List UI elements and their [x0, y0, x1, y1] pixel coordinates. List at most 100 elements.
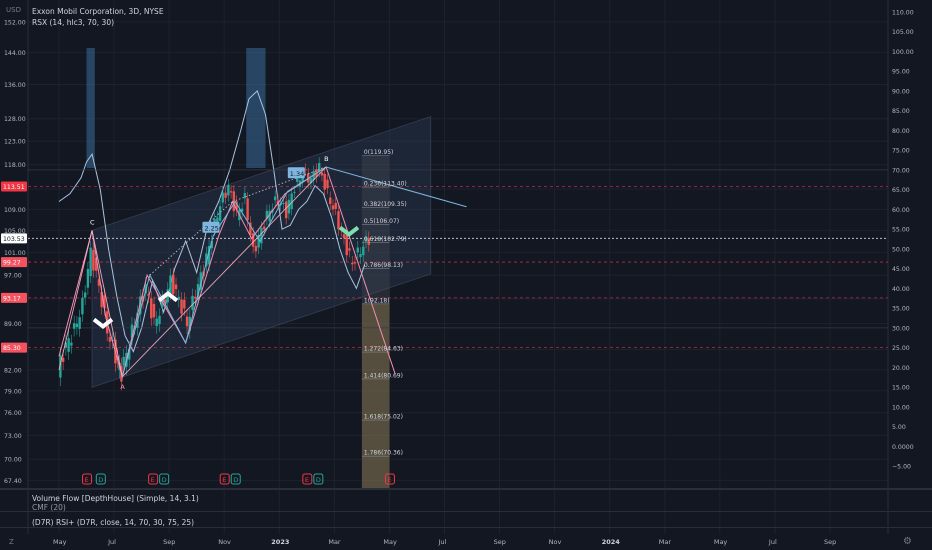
candle-body	[246, 198, 249, 221]
cmf-pane-label[interactable]: CMF (20)	[32, 503, 66, 512]
candle-body	[89, 247, 92, 277]
x-axis-tick-label: Nov	[549, 538, 562, 546]
candle-body	[185, 316, 189, 327]
candle-body	[122, 356, 125, 366]
candle-body	[210, 241, 214, 249]
candle-body	[243, 193, 247, 199]
ratio-label-box	[287, 167, 305, 179]
candle-body	[282, 202, 285, 204]
timezone-icon[interactable]: Z	[9, 538, 14, 546]
ratio-connector	[149, 201, 233, 276]
right-axis-tick-label: 65.00	[892, 187, 910, 194]
price-badge	[1, 233, 27, 244]
price-badge	[1, 181, 27, 192]
left-axis-tick-label: 109.00	[4, 207, 26, 214]
candle-body	[108, 337, 112, 342]
pattern-point-label: A	[120, 383, 125, 391]
left-axis-tick-label: 123.00	[4, 139, 26, 146]
candle-body	[251, 233, 255, 247]
candle-body	[205, 253, 208, 267]
fib-zone-lower	[361, 303, 390, 488]
left-axis-tick-label: 76.00	[4, 410, 22, 417]
right-axis-tick-label: 60.00	[892, 207, 910, 214]
earnings-marker-label: E	[151, 476, 155, 484]
pane-separator	[0, 511, 932, 512]
candle-body	[183, 299, 186, 309]
right-axis-tick-label: 75.00	[892, 148, 910, 155]
candle-body	[177, 296, 180, 300]
pattern-point-label: B	[324, 155, 328, 163]
x-axis-tick-label: 2023	[271, 538, 289, 546]
gear-icon[interactable]: ⚙	[903, 536, 912, 547]
candle-body	[329, 197, 332, 205]
candle-body	[359, 253, 362, 258]
candle-body	[169, 275, 172, 293]
price-badge-label: 85.30	[3, 345, 21, 352]
candle-body	[227, 184, 230, 196]
candle-body	[78, 317, 81, 329]
candle-body	[293, 191, 296, 193]
x-axis-tick-label: 2024	[602, 538, 621, 546]
candle-body	[353, 262, 357, 264]
candle-body	[147, 294, 150, 296]
right-axis-tick-label: 5.00	[892, 424, 906, 431]
candle-body	[196, 284, 200, 298]
fib-level-label: 0.786(98.13)	[364, 262, 403, 269]
left-axis-tick-label: 144.00	[4, 50, 26, 57]
price-badge	[1, 257, 27, 268]
candle-body	[172, 274, 175, 294]
candle-body	[86, 268, 90, 288]
left-axis-tick-label: 82.00	[4, 367, 22, 374]
candle-body	[64, 342, 68, 348]
candle-body	[334, 202, 337, 209]
right-axis-tick-label: 100.00	[892, 49, 914, 56]
candle-body	[276, 200, 280, 204]
candle-body	[59, 355, 62, 378]
left-axis-tick-label: 70.00	[4, 457, 22, 464]
rsx-overbought-zone	[246, 48, 266, 168]
price-badge-label: 99.27	[3, 260, 21, 267]
x-axis-tick-label: Sep	[494, 538, 506, 546]
ratio-connector	[232, 166, 327, 203]
fib-level-label: 1.786(70.36)	[364, 450, 403, 457]
earnings-marker-box	[159, 473, 170, 485]
candle-body	[216, 217, 219, 226]
fib-level-label: 0(119.95)	[364, 149, 394, 156]
candle-body	[323, 173, 326, 190]
left-axis-tick-label: 73.00	[4, 433, 22, 440]
abc-pattern-line	[58, 166, 327, 378]
earnings-marker-box	[313, 473, 324, 485]
right-axis-tick-label: 90.00	[892, 88, 910, 95]
earnings-marker-box	[219, 473, 230, 485]
x-axis-tick-label: Jul	[768, 538, 777, 546]
candle-body	[257, 234, 260, 248]
rsx-indicator-label[interactable]: RSX (14, hlc3, 70, 30)	[32, 18, 115, 27]
candle-body	[180, 299, 183, 314]
candle-body	[150, 298, 153, 319]
candle-body	[284, 201, 288, 219]
candle-body	[262, 226, 266, 230]
candle-body	[326, 179, 329, 189]
right-axis-tick-label: 80.00	[892, 128, 910, 135]
regression-channel	[91, 115, 432, 388]
candle-body	[342, 234, 346, 239]
zigzag-pattern-line	[58, 166, 396, 379]
price-badge-label: 93.17	[3, 295, 21, 302]
candle-body	[103, 295, 106, 309]
rsx-overbought-zone	[86, 48, 95, 168]
left-axis-tick-label: 152.00	[4, 19, 26, 26]
price-badge	[1, 292, 27, 303]
candle-body	[301, 176, 304, 183]
volume-flow-pane-label[interactable]: Volume Flow [DepthHouse] (Simple, 14, 3.…	[32, 494, 199, 503]
candle-body	[174, 284, 178, 290]
candle-body	[75, 323, 79, 327]
right-axis-tick-label: 50.00	[892, 246, 910, 253]
candle-body	[92, 249, 95, 271]
right-axis-tick-label: 70.00	[892, 167, 910, 174]
right-axis-tick-label: 20.00	[892, 365, 910, 372]
earnings-marker-label: D	[316, 476, 321, 484]
price-badge-label: 103.53	[3, 236, 25, 243]
rsi-plus-pane-label[interactable]: (D7R) RSI+ (D7R, close, 14, 70, 30, 75, …	[32, 518, 195, 527]
chart-title: Exxon Mobil Corporation, 3D, NYSE	[32, 7, 164, 16]
